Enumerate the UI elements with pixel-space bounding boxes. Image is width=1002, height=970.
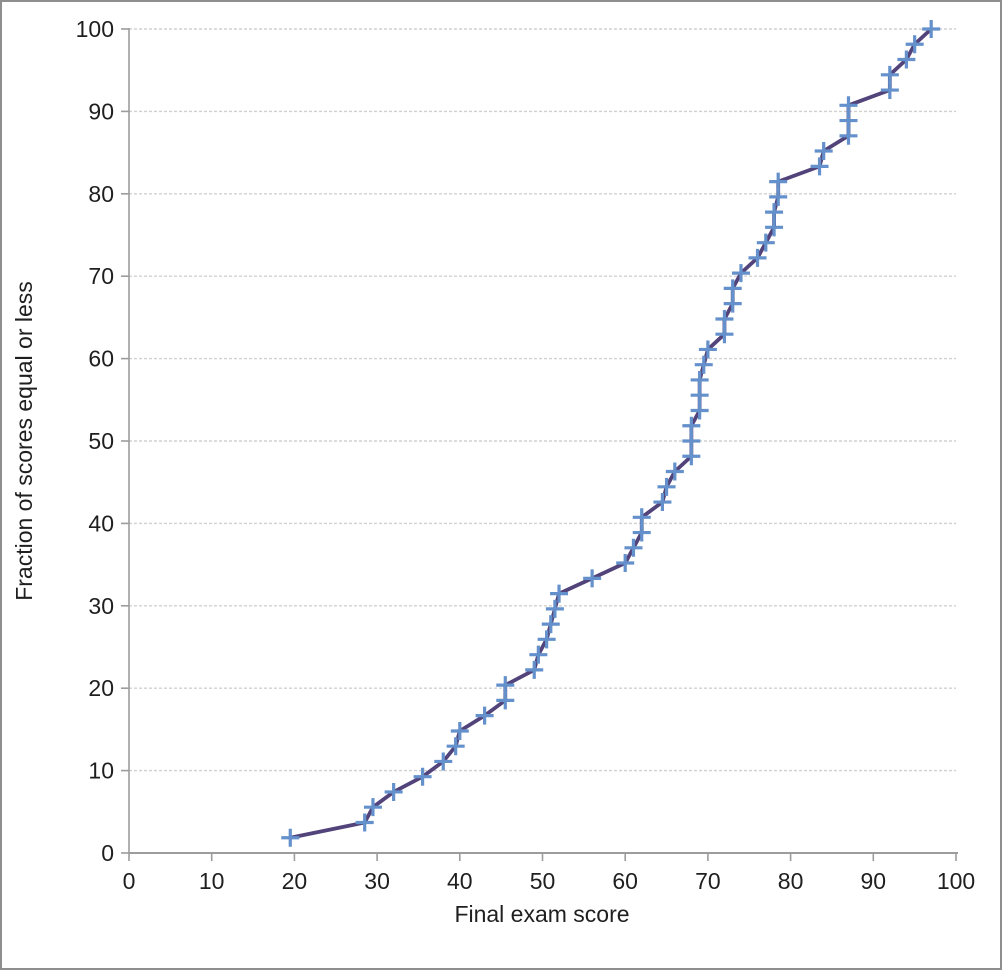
data-point-marker — [765, 218, 784, 237]
data-point-marker — [839, 111, 858, 130]
data-point-marker — [810, 157, 829, 176]
data-point-marker — [880, 81, 899, 100]
data-point-marker — [905, 35, 924, 54]
data-point-marker — [698, 340, 717, 359]
x-tick-label: 70 — [695, 868, 721, 894]
data-point-marker — [748, 248, 767, 267]
data-point-marker — [657, 477, 676, 496]
data-point-marker — [880, 65, 899, 84]
data-point-marker — [769, 187, 788, 206]
data-point-marker — [496, 691, 515, 710]
data-point-marker — [545, 599, 564, 618]
data-point-marker — [525, 660, 544, 679]
x-tick-label: 80 — [778, 868, 804, 894]
tick-labels-group: 0 10 20 30 40 50 60 70 80 90 100 0 10 20 30 40 50 60 70 80 9… — [76, 16, 976, 894]
data-point-marker — [446, 737, 465, 756]
y-axis-title: Fraction of scores equal or less — [11, 281, 37, 601]
y-tick-label: 90 — [88, 98, 114, 124]
data-point-marker — [731, 264, 750, 283]
data-point-marker — [694, 355, 713, 374]
x-tick-label: 10 — [199, 868, 225, 894]
data-point-marker — [616, 554, 635, 573]
data-point-marker — [723, 294, 742, 313]
y-tick-label: 30 — [88, 593, 114, 619]
y-tick-label: 80 — [88, 181, 114, 207]
data-point-marker — [450, 721, 469, 740]
data-point-marker — [665, 462, 684, 481]
data-point-marker — [690, 370, 709, 389]
data-point-marker — [682, 447, 701, 466]
y-tick-label: 20 — [88, 675, 114, 701]
data-point-marker — [839, 126, 858, 145]
data-point-marker — [496, 676, 515, 695]
data-point-marker — [756, 233, 775, 252]
data-point-marker — [434, 752, 453, 771]
data-point-marker — [281, 828, 300, 847]
y-tick-label: 10 — [88, 758, 114, 784]
axes-group — [121, 28, 958, 861]
data-point-marker — [384, 782, 403, 801]
x-tick-label: 40 — [447, 868, 473, 894]
data-point-marker — [682, 416, 701, 435]
data-point-marker — [632, 523, 651, 542]
x-tick-label: 60 — [612, 868, 638, 894]
data-point-marker — [632, 508, 651, 527]
data-point-marker — [765, 203, 784, 222]
data-point-marker — [537, 630, 556, 649]
data-point-marker — [529, 645, 548, 664]
data-point-marker — [814, 142, 833, 161]
data-point-marker — [839, 96, 858, 115]
markers-group — [281, 20, 941, 847]
data-point-marker — [682, 432, 701, 450]
x-tick-label: 30 — [364, 868, 390, 894]
y-tick-label: 0 — [101, 840, 114, 866]
y-tick-label: 50 — [88, 428, 114, 454]
y-tick-label: 60 — [88, 346, 114, 372]
y-tick-label: 40 — [88, 510, 114, 536]
x-axis-title: Final exam score — [454, 901, 629, 927]
data-point-marker — [413, 767, 432, 786]
data-point-marker — [541, 615, 560, 634]
series-line — [288, 27, 934, 840]
data-point-marker — [624, 538, 643, 557]
data-point-marker — [363, 798, 382, 817]
x-tick-label: 50 — [530, 868, 556, 894]
data-point-marker — [550, 584, 569, 603]
data-point-marker — [723, 279, 742, 298]
data-point-marker — [475, 706, 494, 725]
data-point-marker — [715, 309, 734, 328]
x-tick-label: 20 — [282, 868, 308, 894]
y-tick-label: 70 — [88, 263, 114, 289]
series-group — [288, 27, 934, 840]
x-tick-label: 100 — [937, 868, 975, 894]
data-point-marker — [922, 20, 941, 38]
gridlines-group — [129, 28, 956, 772]
x-tick-label: 90 — [861, 868, 887, 894]
y-tick-label: 100 — [76, 16, 114, 42]
data-point-marker — [583, 569, 602, 588]
data-point-marker — [715, 325, 734, 344]
data-point-marker — [769, 172, 788, 191]
data-point-marker — [897, 50, 916, 69]
data-point-marker — [690, 386, 709, 405]
data-point-marker — [690, 401, 709, 420]
data-point-marker — [653, 493, 672, 512]
data-point-marker — [355, 813, 374, 832]
x-tick-label: 0 — [123, 868, 136, 894]
